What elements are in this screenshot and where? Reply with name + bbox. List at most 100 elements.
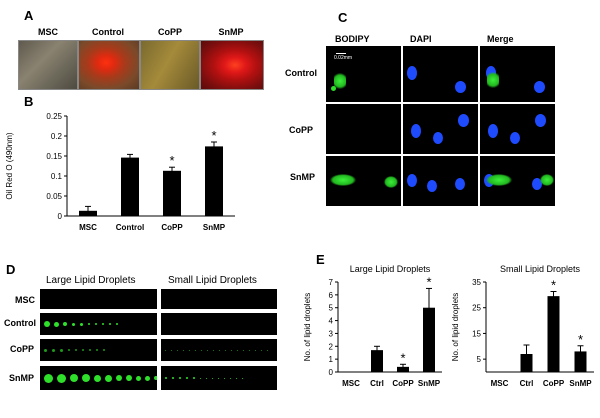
lipid-droplet [177, 349, 178, 351]
lipid-droplet [172, 377, 174, 379]
chart-title: Large Lipid Droplets [350, 264, 431, 274]
snmp-large-droplets [40, 366, 157, 390]
y-tick-label: 5 [329, 304, 334, 313]
significance-star: * [578, 332, 583, 347]
lipid-droplet [136, 375, 141, 381]
panel-d-col-small: Small Lipid Droplets [168, 275, 257, 286]
panel-c-col-dapi: DAPI [410, 34, 432, 44]
panel-c-row-copp: CoPP [289, 125, 314, 135]
lipid-droplet [88, 323, 90, 325]
x-tick-label: MSC [491, 379, 509, 388]
lipid-droplet [54, 321, 59, 327]
lipid-droplet [102, 323, 104, 325]
lipid-droplet [165, 349, 166, 351]
control-merge-image [480, 46, 555, 102]
copp-small-droplets [161, 339, 277, 361]
lipid-droplet [237, 349, 238, 351]
y-tick-label: 3 [329, 329, 334, 338]
y-tick-label: 35 [472, 278, 481, 287]
significance-star: * [400, 350, 405, 365]
bar-snmp [574, 351, 587, 372]
scale-bar-label: 0.02mm [334, 55, 353, 61]
y-tick-label: 0.2 [51, 132, 63, 141]
panel-a-label-control: Control [92, 27, 124, 37]
panel-d-row-control: Control [4, 318, 36, 328]
lipid-droplet [116, 323, 118, 325]
lipid-droplet [103, 349, 105, 351]
y-tick-label: 5 [477, 355, 482, 364]
control-bodipy-image: 0.02mm [326, 46, 401, 102]
lipid-droplet [126, 375, 132, 381]
y-axis-label: No. of lipid droplets [451, 293, 460, 361]
bar-ctrl [371, 350, 383, 372]
lipid-droplet [242, 377, 243, 379]
lipid-droplet [225, 349, 226, 351]
bar-snmp [205, 146, 223, 216]
panel-c-row-control: Control [285, 68, 317, 78]
copp-micrograph [140, 40, 200, 90]
lipid-droplet [249, 349, 250, 351]
x-tick-label: CoPP [161, 223, 183, 232]
snmp-dapi-image [403, 156, 478, 206]
y-tick-label: 7 [329, 278, 334, 287]
panel-d-row-copp: CoPP [10, 344, 35, 354]
lipid-droplet [154, 376, 157, 380]
x-tick-label: Control [116, 223, 144, 232]
bar-copp [163, 170, 181, 216]
x-tick-label: CoPP [543, 379, 565, 388]
lipid-droplet [109, 323, 111, 325]
lipid-droplet [82, 374, 90, 382]
oil-red-o-bar-chart: 0 0.05 0.1 0.15 0.2 0.25 Oil Red O (490nm) MSC C… [5, 112, 235, 232]
lipid-droplet [94, 374, 101, 382]
lipid-droplet [68, 349, 70, 351]
lipid-droplet [75, 349, 77, 351]
lipid-droplet [80, 322, 83, 326]
copp-merge-image [480, 104, 555, 154]
panel-a-label-copp: CoPP [157, 27, 182, 37]
lipid-droplet [219, 349, 220, 351]
large-lipid-droplets-chart: 0 1 2 3 4 5 6 7 No. of lipid droplets Large Lipid… [303, 264, 442, 388]
lipid-droplet [165, 377, 167, 379]
panel-d-row-snmp: SnMP [9, 373, 35, 383]
y-tick-label: 25 [472, 304, 481, 313]
significance-star: * [426, 274, 431, 289]
significance-star: * [169, 153, 174, 168]
y-tick-label: 4 [329, 317, 334, 326]
lipid-droplet [179, 377, 181, 379]
y-axis-label: Oil Red O (490nm) [5, 132, 14, 199]
panel-d-letter: D [6, 262, 16, 277]
y-tick-label: 0.25 [46, 112, 62, 121]
bar-copp [547, 296, 560, 372]
lipid-droplet [213, 349, 214, 351]
lipid-droplet [44, 321, 50, 327]
control-small-droplets [161, 313, 277, 335]
lipid-droplet [116, 375, 122, 381]
lipid-droplet [183, 349, 184, 351]
panel-a-label-snmp: SnMP [218, 27, 244, 37]
panel-c-row-snmp: SnMP [290, 172, 316, 182]
x-tick-label: MSC [342, 379, 360, 388]
y-tick-label: 0.05 [46, 192, 62, 201]
lipid-droplet [267, 349, 268, 351]
y-axis-label: No. of lipid droplets [303, 293, 312, 361]
control-dapi-image [403, 46, 478, 102]
significance-star: * [211, 128, 216, 143]
bar-snmp [423, 307, 435, 372]
panel-c-col-merge: Merge [487, 34, 514, 44]
lipid-droplet [218, 377, 219, 379]
lipid-droplet [231, 349, 232, 351]
msc-small-droplets [161, 289, 277, 309]
lipid-droplet [255, 349, 256, 351]
panel-a-letter: A [24, 8, 34, 23]
panel-b-letter: B [24, 94, 34, 109]
chart-title: Small Lipid Droplets [500, 264, 581, 274]
lipid-droplet [201, 349, 202, 351]
x-tick-label: CoPP [392, 379, 414, 388]
lipid-droplet [72, 322, 75, 326]
msc-large-droplets [40, 289, 157, 309]
snmp-merge-image [480, 156, 555, 206]
lipid-droplet [189, 349, 190, 351]
msc-micrograph [18, 40, 78, 90]
lipid-droplet [206, 377, 207, 379]
lipid-droplet [171, 349, 172, 351]
